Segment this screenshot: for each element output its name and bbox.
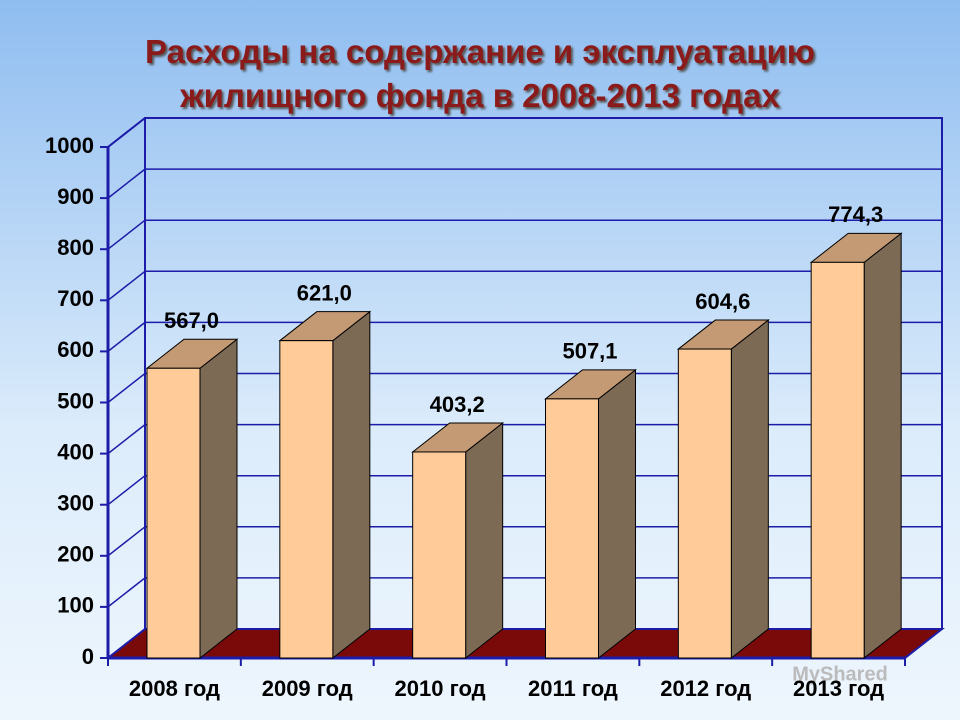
bar-side	[199, 338, 238, 660]
grid-line	[107, 475, 146, 506]
y-tick-label: 500	[57, 388, 94, 413]
bar	[677, 348, 732, 659]
value-label: 774,3	[828, 202, 883, 227]
y-tick-label: 100	[57, 593, 94, 618]
value-label: 567,0	[164, 308, 219, 333]
y-tick-label: 600	[57, 337, 94, 362]
bar-side	[730, 319, 769, 660]
value-label: 507,1	[562, 339, 617, 364]
x-tick-label: 2009 год	[262, 676, 353, 701]
grid-line	[107, 577, 146, 608]
grid-line	[107, 270, 146, 301]
y-tick-label: 700	[57, 286, 94, 311]
grid-line	[107, 628, 146, 659]
bar	[279, 340, 334, 659]
x-tick-label: 2013 год	[793, 676, 884, 701]
grid-line	[107, 321, 146, 352]
y-tick-label: 300	[57, 491, 94, 516]
value-label: 604,6	[695, 289, 750, 314]
grid-line	[107, 168, 146, 199]
y-tick-label: 400	[57, 439, 94, 464]
x-tick-label: 2012 год	[660, 676, 751, 701]
grid-line	[107, 526, 146, 557]
grid-line	[107, 372, 146, 404]
value-label: 403,2	[430, 392, 485, 417]
bar	[545, 398, 599, 659]
chart-title: Расходы на содержание и эксплуатацию жил…	[145, 33, 815, 114]
bar	[146, 367, 201, 659]
y-tick-label: 900	[57, 184, 94, 209]
bar	[412, 451, 467, 659]
y-tick-label: 200	[57, 542, 94, 567]
bar-side	[598, 368, 636, 660]
y-tick-label: 1000	[45, 133, 94, 158]
grid-line	[107, 219, 146, 250]
bar-side	[465, 421, 504, 660]
x-tick-label: 2008 год	[129, 676, 220, 701]
y-tick-label: 0	[82, 644, 94, 669]
bar-side	[332, 310, 371, 660]
x-tick-label: 2010 год	[395, 676, 486, 701]
value-label: 621,0	[297, 280, 352, 305]
y-tick-label: 800	[57, 235, 94, 260]
watermark: MyShared	[792, 663, 888, 685]
bar-side	[863, 232, 902, 660]
grid-line	[107, 424, 146, 455]
x-tick-label: 2011 год	[528, 676, 618, 701]
bar	[810, 261, 865, 659]
grid-line	[107, 117, 146, 148]
